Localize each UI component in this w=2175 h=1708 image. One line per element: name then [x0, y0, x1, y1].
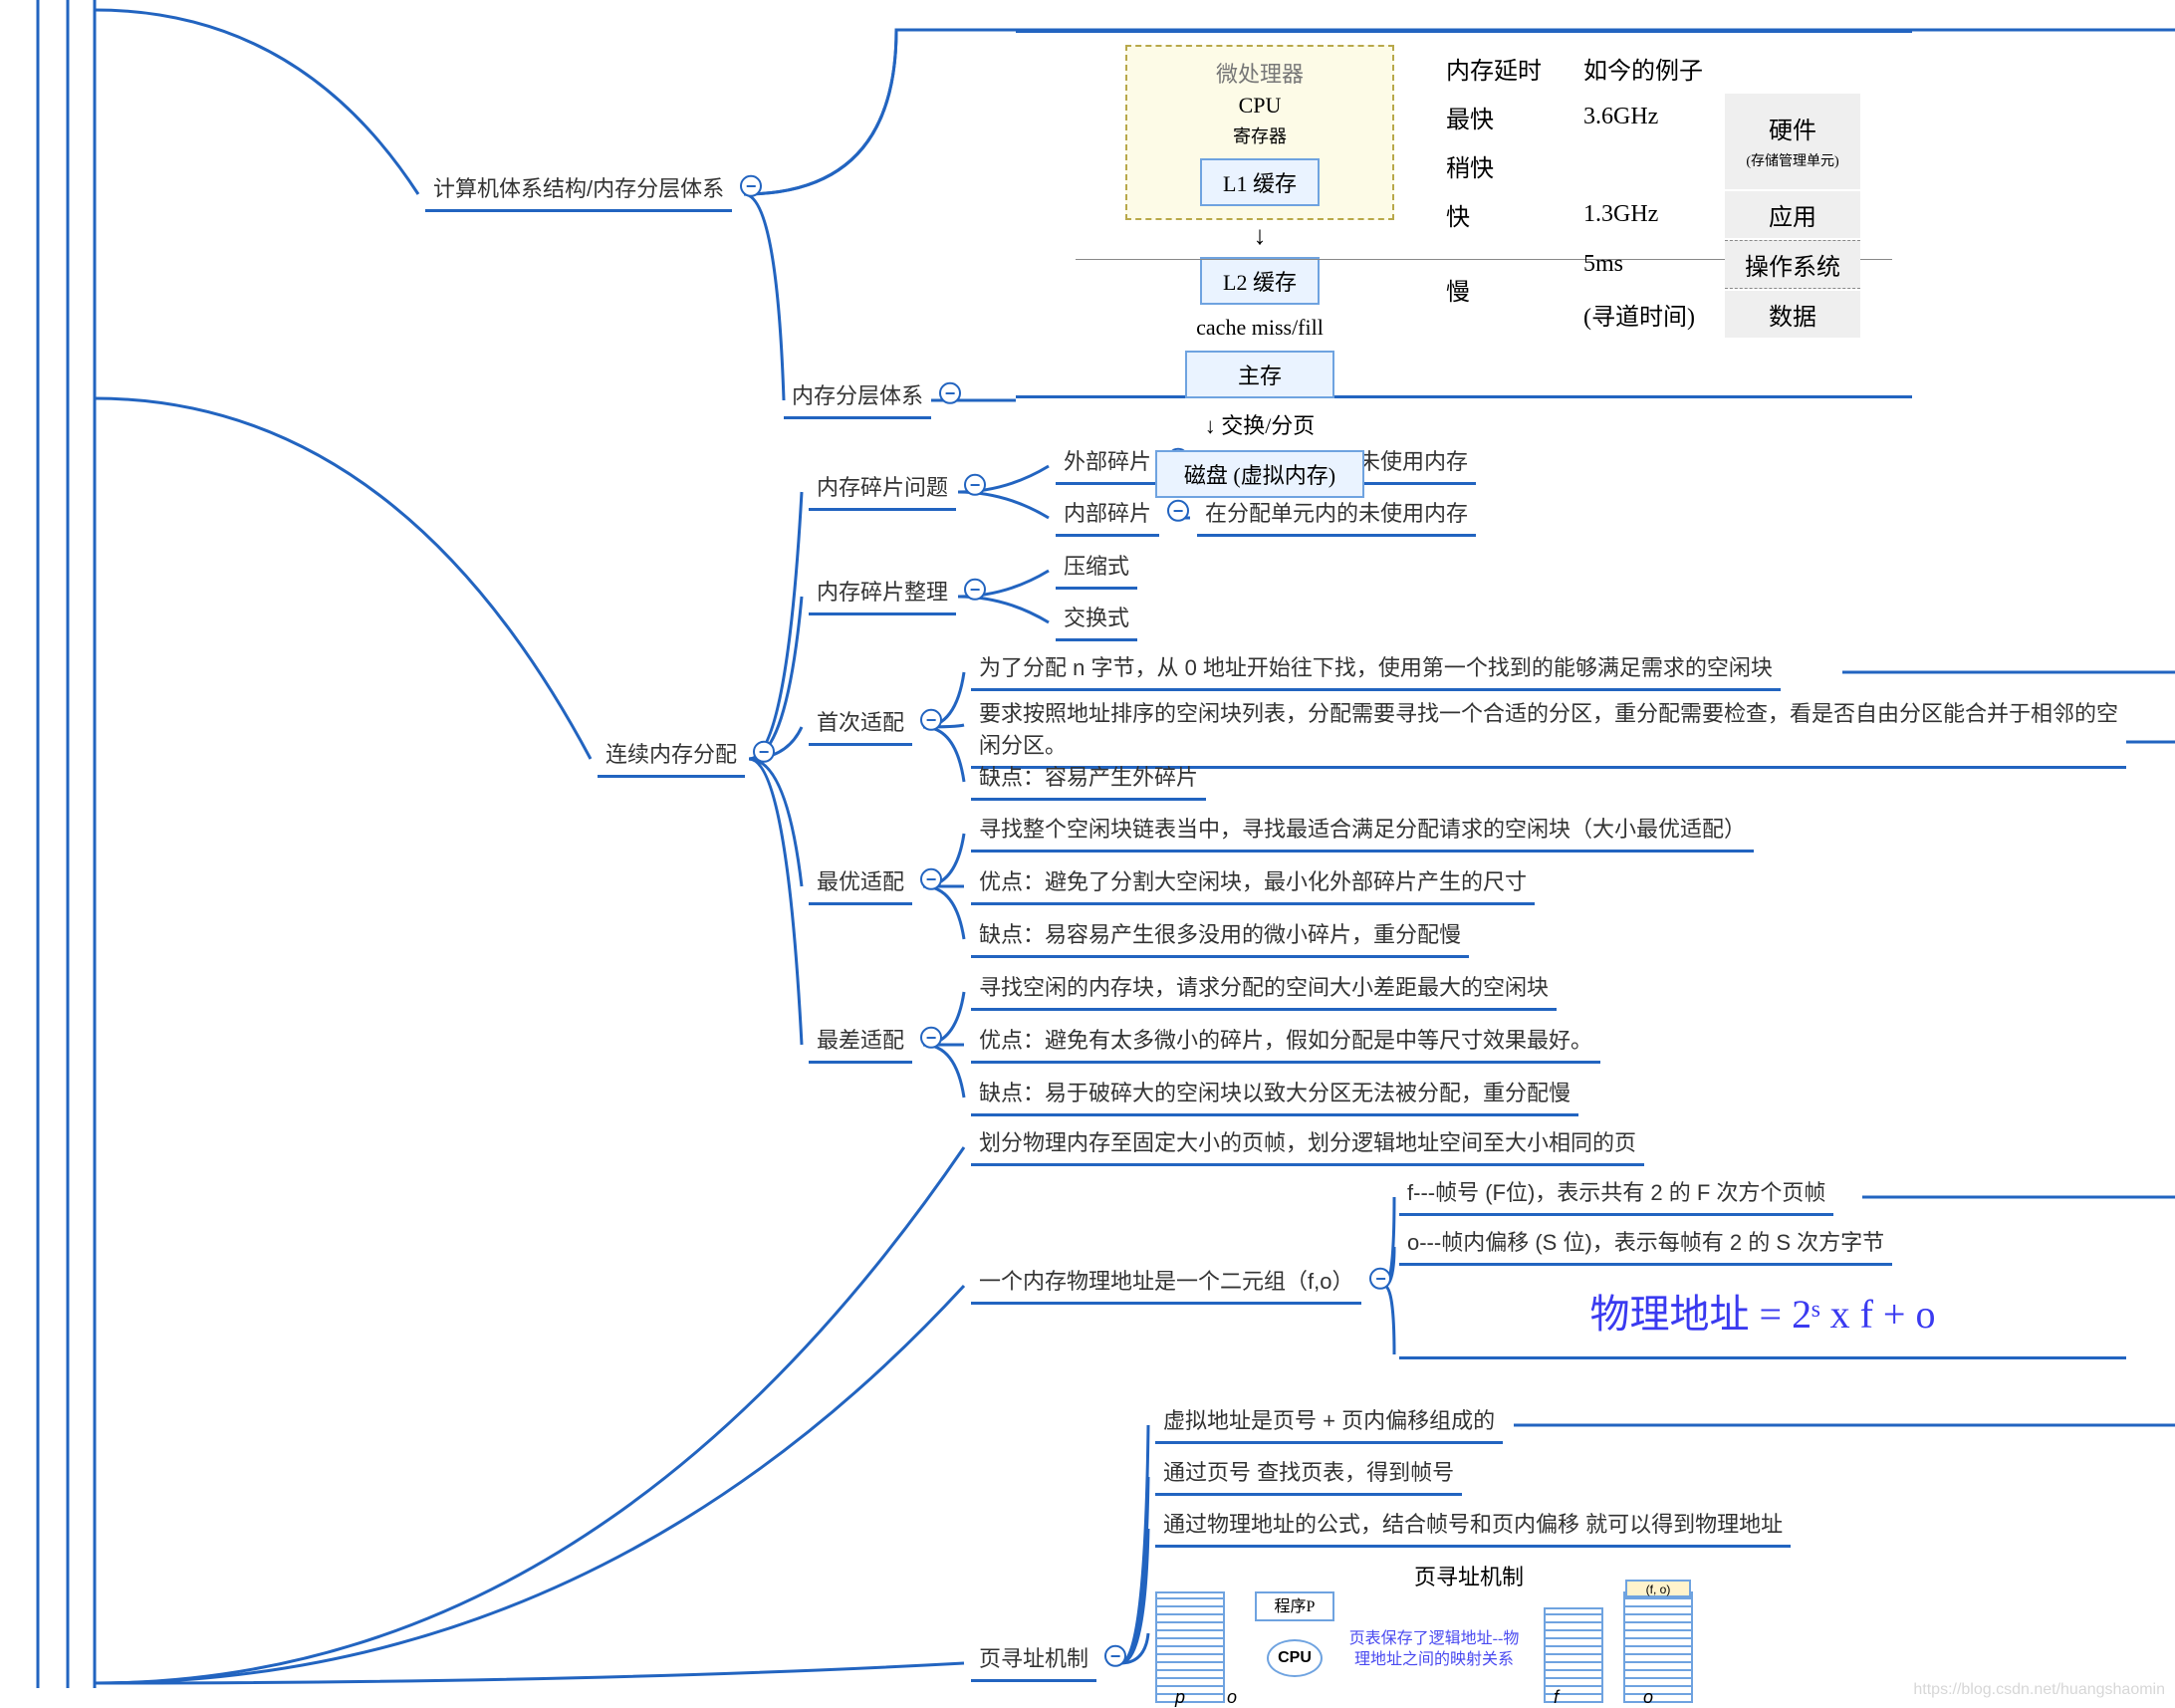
page-addressing-diagram: 页寻址机制 程序P CPU 页表保存了逻辑地址--物 理地址之间的映射关系 (f…: [1155, 1560, 1872, 1703]
toggle-icon[interactable]: −: [920, 1027, 942, 1049]
node-first-fit[interactable]: 首次适配 −: [809, 701, 912, 746]
arch-hdr-ex: 如今的例子: [1564, 45, 1723, 92]
toggle-icon[interactable]: −: [964, 579, 986, 601]
node-phys-tuple[interactable]: 一个内存物理地址是一个二元组（f,o） −: [971, 1260, 1361, 1305]
leaf-bf-1: 寻找整个空闲块链表当中，寻找最适合满足分配请求的空闲块（大小最优适配）: [971, 808, 1754, 853]
label: 首次适配: [817, 710, 904, 735]
formula-text: 物理地址 = 2ˢ x f + o: [1590, 1282, 1936, 1340]
toggle-icon[interactable]: −: [939, 382, 961, 404]
leaf-ff-3: 缺点：容易产生外碎片: [971, 756, 1206, 801]
label: 在分配单元内的未使用内存: [1205, 501, 1468, 526]
arch-disk: 磁盘 (虚拟内存): [1155, 450, 1364, 498]
arch-cache: cache miss/fill: [1125, 315, 1394, 341]
label: 最优适配: [817, 869, 904, 894]
pam-logical-mem: [1155, 1591, 1225, 1703]
pam-title: 页寻址机制: [1414, 1560, 1524, 1591]
leaf-ff-1: 为了分配 n 字节，从 0 地址开始往下找，使用第一个找到的能够满足需求的空闲块: [971, 646, 1781, 691]
arch-micro: 微处理器: [1137, 57, 1382, 89]
leaf-pa-2: 通过页号 查找页表，得到帧号: [1155, 1451, 1462, 1496]
arch-diagram: 微处理器 CPU 寄存器 L1 缓存 ↓ L2 缓存 cache miss/fi…: [1016, 30, 1912, 398]
pam-o2: o: [1643, 1687, 1653, 1708]
leaf-wf-2: 优点：避免有太多微小的碎片，假如分配是中等尺寸效果最好。: [971, 1019, 1600, 1064]
leaf-pa-1: 虚拟地址是页号 + 页内偏移组成的: [1155, 1399, 1503, 1444]
leaf-bf-3: 缺点：易容易产生很多没用的微小碎片，重分配慢: [971, 913, 1469, 958]
leaf-pa-3: 通过物理地址的公式，结合帧号和页内偏移 就可以得到物理地址: [1155, 1503, 1791, 1548]
leaf-bf-2: 优点：避免了分割大空闲块，最小化外部碎片产生的尺寸: [971, 860, 1535, 905]
pam-f: f: [1554, 1687, 1559, 1708]
pam-phys-mem: [1623, 1591, 1693, 1703]
formula-physical-address: 物理地址 = 2ˢ x f + o: [1399, 1265, 2126, 1359]
node-worst-fit[interactable]: 最差适配 −: [809, 1019, 912, 1064]
node-mem-hier[interactable]: 内存分层体系 −: [784, 374, 931, 419]
node-best-fit[interactable]: 最优适配 −: [809, 860, 912, 905]
toggle-icon[interactable]: −: [1369, 1268, 1391, 1290]
pam-p: p: [1175, 1687, 1185, 1708]
watermark: https://blog.csdn.net/huangshaomin: [1913, 1681, 2165, 1699]
label: 内部碎片: [1064, 501, 1151, 526]
arch-cpu: CPU: [1137, 93, 1382, 119]
label: 内存碎片问题: [817, 475, 948, 500]
node-arch-root[interactable]: 计算机体系结构/内存分层体系 −: [425, 167, 732, 212]
toggle-icon[interactable]: −: [753, 741, 775, 763]
leaf-wf-3: 缺点：易于破碎大的空闲块以致大分区无法被分配，重分配慢: [971, 1072, 1578, 1116]
leaf-f-bits: f---帧号 (F位)，表示共有 2 的 F 次方个页帧: [1399, 1171, 1833, 1216]
node-fragmentation[interactable]: 内存碎片问题 −: [809, 466, 956, 511]
label: 内存分层体系: [792, 383, 923, 408]
arch-l2: L2 缓存: [1200, 257, 1320, 305]
node-page-addressing[interactable]: 页寻址机制 −: [971, 1637, 1096, 1682]
arch-main: 主存: [1185, 351, 1334, 398]
pam-prog: 程序P: [1255, 1591, 1334, 1621]
pam-o: o: [1227, 1687, 1237, 1708]
arch-hdr-lat: 内存延时: [1426, 45, 1562, 92]
pam-fo: (f, o): [1625, 1580, 1691, 1597]
leaf-wf-1: 寻找空闲的内存块，请求分配的空间大小差距最大的空闲块: [971, 966, 1557, 1011]
leaf-compress: 压缩式: [1056, 545, 1137, 590]
label: 最差适配: [817, 1028, 904, 1053]
toggle-icon[interactable]: −: [920, 709, 942, 731]
node-contiguous-alloc[interactable]: 连续内存分配 −: [598, 733, 745, 778]
pam-note: 页表保存了逻辑地址--物 理地址之间的映射关系: [1344, 1629, 1524, 1671]
toggle-icon[interactable]: −: [964, 474, 986, 496]
label: 一个内存物理地址是一个二元组（f,o）: [979, 1269, 1353, 1294]
toggle-icon[interactable]: −: [740, 175, 762, 197]
label: 计算机体系结构/内存分层体系: [433, 176, 724, 201]
label: 页寻址机制: [979, 1646, 1088, 1671]
toggle-icon[interactable]: −: [1104, 1645, 1126, 1667]
node-compaction[interactable]: 内存碎片整理 −: [809, 571, 956, 615]
label: 内存碎片整理: [817, 580, 948, 605]
leaf-swap: 交换式: [1056, 597, 1137, 641]
leaf-pageframe: 划分物理内存至固定大小的页帧，划分逻辑地址空间至大小相同的页: [971, 1121, 1644, 1166]
pam-page-table: [1544, 1607, 1603, 1703]
arch-l1: L1 缓存: [1200, 158, 1320, 206]
label: 连续内存分配: [605, 742, 737, 767]
pam-cpu: CPU: [1267, 1639, 1323, 1677]
arch-reg: 寄存器: [1137, 122, 1382, 148]
toggle-icon[interactable]: −: [920, 868, 942, 890]
leaf-o-bits: o---帧内偏移 (S 位)，表示每帧有 2 的 S 次方字节: [1399, 1221, 1892, 1266]
